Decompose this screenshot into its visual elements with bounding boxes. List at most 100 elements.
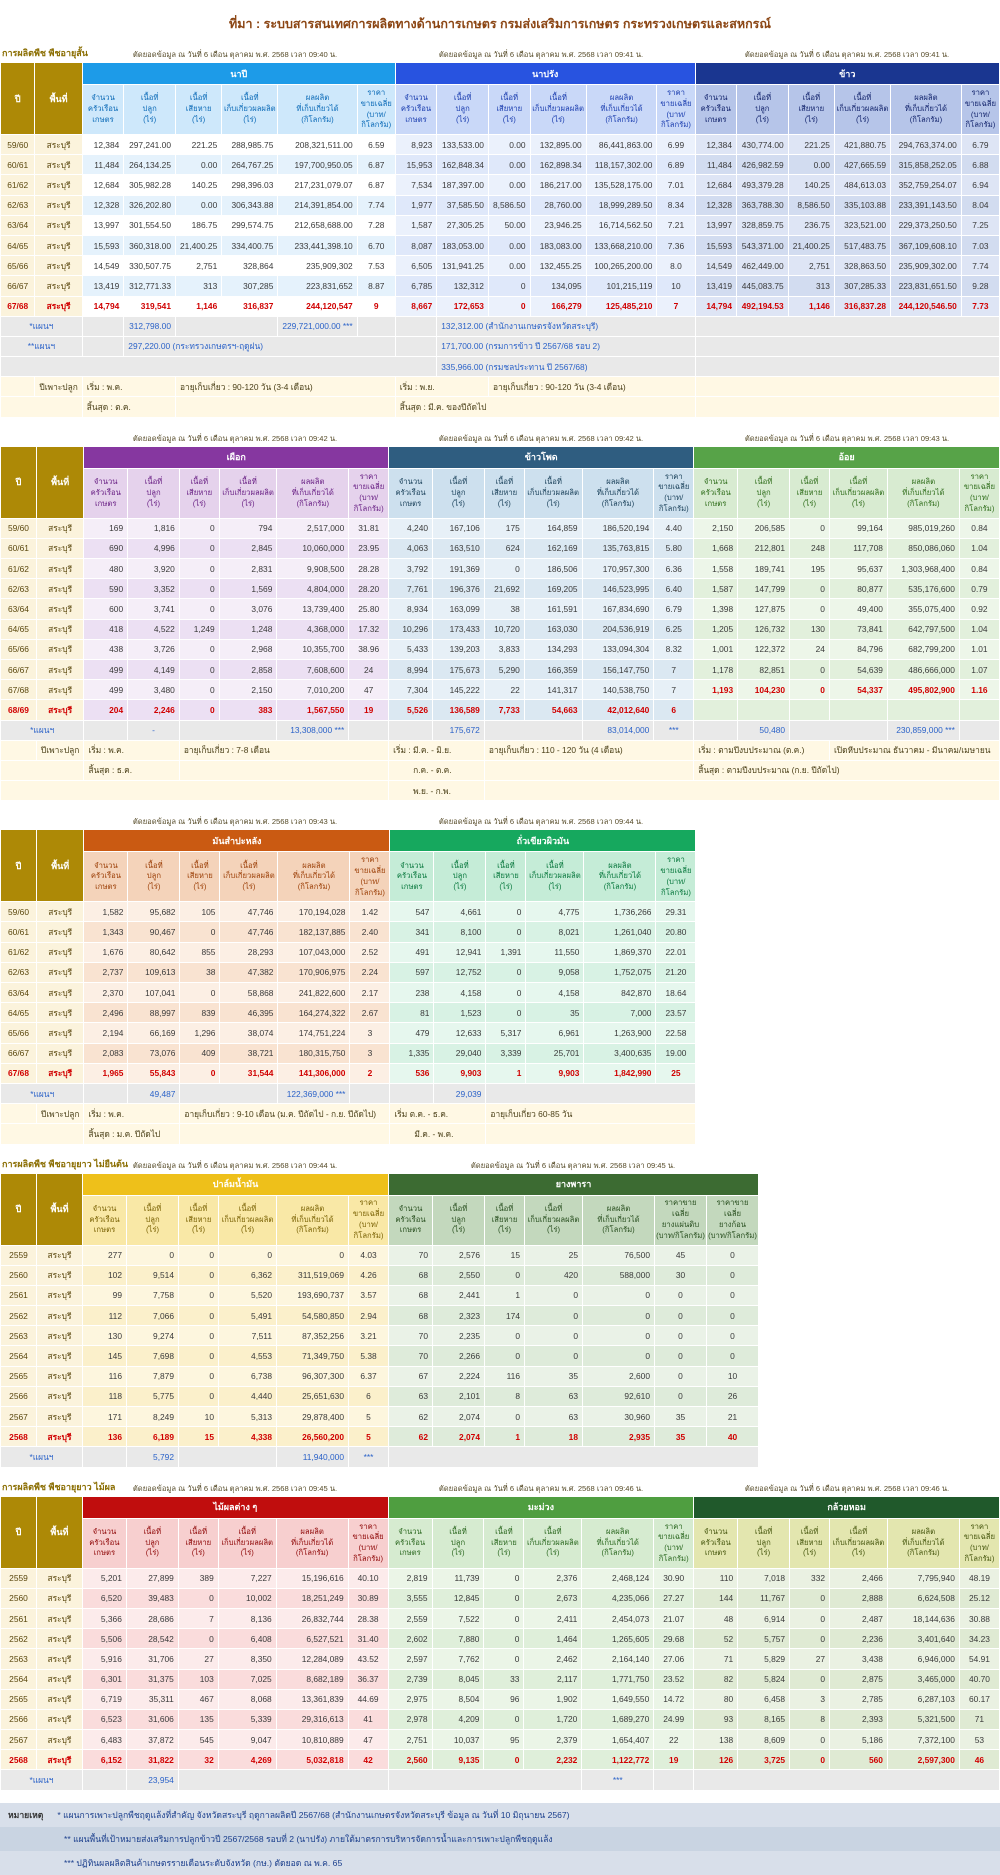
footer-cell: สิ้นสุด : ม.ค. ปีถัดไป	[83, 1123, 181, 1145]
data-cell: 1,676	[83, 941, 129, 963]
data-cell: 6,624,508	[886, 1587, 960, 1609]
table-row: 67/68 สระบุรี 499 3,480 0 2,150 7,010,200 47 7,3…	[0, 679, 1000, 701]
data-cell: 13,997	[81, 214, 125, 236]
column-header: จำนวน ครัวเรือน เกษตร	[389, 851, 435, 903]
area-cell: สระบุรี	[36, 1325, 83, 1347]
data-cell: 9,908,500	[276, 557, 350, 580]
data-cell: 5,366	[81, 1607, 127, 1630]
page-title: ที่มา : ระบบสารสนเทศการผลิตทางด้านการเกษ…	[229, 17, 771, 31]
year-cell: 2560	[0, 1264, 37, 1286]
data-cell: 0	[485, 1002, 527, 1024]
data-cell: 6,505	[394, 255, 438, 277]
data-cell: 107,041	[127, 981, 181, 1004]
data-cell: 0.00	[487, 133, 531, 156]
data-cell: 30.88	[958, 1607, 1000, 1630]
data-cell: 1,265,605	[581, 1628, 655, 1650]
table-row: 2559 สระบุรี 277 0 0 0 0 4.03 70 2,576 15 25 76,500 4…	[0, 1244, 759, 1266]
data-cell: 7,880	[431, 1628, 485, 1650]
data-cell: 140.25	[174, 174, 223, 196]
data-cell: 6	[653, 699, 695, 721]
data-cell: 1,335	[389, 1042, 435, 1064]
data-cell: 0	[178, 1264, 219, 1286]
data-cell: 71	[693, 1648, 739, 1670]
data-cell: 588,000	[582, 1264, 655, 1286]
data-cell: 305,982.28	[123, 174, 176, 196]
data-cell: 2,411	[523, 1607, 583, 1630]
year-cell: 66/67	[0, 658, 37, 681]
data-cell: 2,785	[829, 1688, 888, 1710]
data-cell: 87,352,256	[276, 1325, 349, 1347]
data-cell: 1,649,550	[581, 1688, 655, 1710]
data-cell: 235,909,302.00	[890, 255, 962, 277]
data-cell: 13,361,839	[275, 1688, 349, 1710]
data-cell: 163,510	[432, 537, 485, 560]
data-cell: 100,265,200.00	[585, 255, 658, 277]
year-cell: 67/68	[0, 679, 37, 701]
year-cell: 64/65	[0, 1002, 37, 1024]
data-cell: 409	[179, 1042, 221, 1064]
footer-cell: เริ่ม ต.ค. - ธ.ค.	[389, 1103, 487, 1125]
data-cell: 32	[177, 1749, 219, 1771]
footer-cell	[356, 315, 396, 337]
column-header: เนื้อที่ ปลูก (ไร่)	[127, 851, 181, 903]
table-row: 2563 สระบุรี 5,916 31,706 27 8,350 12,284,089 4…	[0, 1648, 1000, 1670]
data-cell: 690	[83, 537, 129, 560]
data-cell: 15,593	[694, 234, 737, 257]
data-cell: 25.12	[958, 1587, 1000, 1609]
column-header: จำนวน ครัวเรือน เกษตร	[83, 851, 129, 903]
table-row: 59/60 สระบุรี 12,384 297,241.00 221.25 288,98…	[0, 133, 1000, 156]
data-cell: 223,831,652	[277, 275, 358, 297]
data-cell: 80	[693, 1688, 739, 1710]
column-header: เนื้อที่ เก็บเกี่ยวผลผลิต (ไร่)	[217, 1517, 277, 1569]
footer-cell	[177, 1769, 389, 1791]
table-row: 2568 สระบุรี 136 6,189 15 4,338 26,560,200 5 62 2…	[0, 1426, 759, 1448]
data-cell: 0	[483, 1648, 525, 1670]
table-row: 62/63 สระบุรี 590 3,352 0 1,569 4,804,000 28.20…	[0, 578, 1000, 600]
data-cell: 88,997	[127, 1002, 181, 1024]
area-cell: สระบุรี	[36, 1264, 83, 1286]
column-header: จำนวน ครัวเรือน เกษตร	[81, 84, 125, 135]
data-cell: 204,536,919	[581, 618, 655, 640]
footer-cell: 132,312.00 (สำนักงานเกษตรจังหวัดสระบุรี)	[436, 315, 696, 337]
plan-row: *แผนฯ - 13,308,000 *** 175,672 83,014,000 ***…	[0, 719, 1000, 741]
data-cell: 3,400,635	[583, 1042, 657, 1064]
data-cell: 103	[177, 1668, 219, 1690]
year-header: ปี	[0, 1172, 37, 1246]
data-cell: 1,146	[787, 295, 835, 317]
column-header: เนื้อที่ ปลูก (ไร่)	[123, 84, 176, 135]
data-cell: 6.36	[653, 557, 695, 580]
column-header: เนื้อที่ ปลูก (ไร่)	[432, 467, 485, 519]
data-cell: 1,303,968,400	[886, 557, 960, 580]
data-cell: 174,751,224	[277, 1022, 351, 1044]
data-cell: 4.40	[653, 517, 695, 539]
crop-header: มันสำปะหลัง	[83, 829, 391, 853]
data-cell: 7.74	[356, 194, 396, 216]
data-cell: 29,316,613	[275, 1708, 349, 1731]
area-cell: สระบุรี	[34, 234, 83, 257]
data-cell: 7,534	[394, 174, 438, 196]
header-row: ปี พื้นที่ เผือก ข้าวโพด อ้อย	[0, 445, 1000, 519]
data-cell: 0	[789, 1628, 831, 1650]
footer-cell: สิ้นสุด : ตามปีงบประมาณ (ก.ย. ปีถัดไป)	[693, 759, 1000, 782]
column-header: เนื้อที่ ปลูก (ไร่)	[436, 84, 489, 135]
plan-row: *แผนฯ 5,792 11,940,000 ***	[0, 1446, 759, 1468]
table-row: 65/66 สระบุรี 438 3,726 0 2,968 10,355,700 38.9…	[0, 638, 1000, 660]
footer-cell: เริ่ม : พ.ค.	[83, 739, 180, 761]
data-cell: 3,920	[127, 557, 180, 580]
column-header: เนื้อที่ เสียหาย (ไร่)	[789, 1517, 831, 1569]
data-cell: 197,700,950.05	[277, 154, 358, 176]
data-cell: 13,419	[81, 275, 125, 297]
column-header: จำนวน ครัวเรือน เกษตร	[694, 84, 737, 135]
column-header: จำนวน ครัวเรือน เกษตร	[693, 467, 739, 519]
footer-cell	[694, 335, 1000, 358]
data-cell: 82,851	[737, 658, 791, 681]
data-cell: 7.01	[656, 174, 696, 196]
data-cell: 15	[178, 1426, 219, 1448]
data-cell: 34.23	[958, 1628, 1000, 1650]
data-cell: 11,484	[81, 154, 125, 176]
data-cell: 5,916	[81, 1648, 127, 1670]
report-page: ที่มา : ระบบสารสนเทศการผลิตทางด้านการเกษ…	[0, 14, 1000, 1875]
data-cell: 4,553	[218, 1345, 277, 1367]
data-cell: 144	[693, 1587, 739, 1609]
area-cell: สระบุรี	[34, 275, 83, 297]
